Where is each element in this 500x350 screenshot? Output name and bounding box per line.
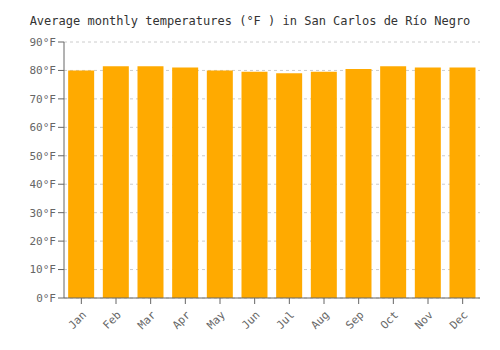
svg-text:80°F: 80°F — [30, 64, 57, 77]
svg-text:Feb: Feb — [101, 309, 124, 332]
svg-text:30°F: 30°F — [30, 207, 57, 220]
html-text:Average monthly temperatures (: Average monthly temperatures (°F ) in Sa… — [29, 14, 471, 28]
svg-text:40°F: 40°F — [30, 178, 57, 191]
svg-text:0°F: 0°F — [36, 292, 56, 305]
svg-text:Nov: Nov — [413, 308, 437, 332]
svg-text:Sep: Sep — [343, 309, 366, 332]
svg-text:Jan: Jan — [66, 309, 89, 332]
svg-text:Oct: Oct — [378, 309, 401, 332]
svg-text:90°F: 90°F — [30, 36, 57, 49]
svg-text:10°F: 10°F — [30, 263, 57, 276]
svg-text:60°F: 60°F — [30, 121, 57, 134]
svg-text:50°F: 50°F — [30, 150, 57, 163]
svg-text:Jun: Jun — [239, 309, 262, 332]
svg-text:Jul: Jul — [274, 309, 297, 332]
svg-text:Mar: Mar — [135, 308, 159, 332]
svg-text:May: May — [205, 308, 229, 332]
svg-text:Dec: Dec — [447, 309, 470, 332]
svg-text:Apr: Apr — [170, 308, 194, 332]
svg-text:20°F: 20°F — [30, 235, 57, 248]
svg-text:70°F: 70°F — [30, 93, 57, 106]
svg-text:Aug: Aug — [309, 309, 332, 332]
